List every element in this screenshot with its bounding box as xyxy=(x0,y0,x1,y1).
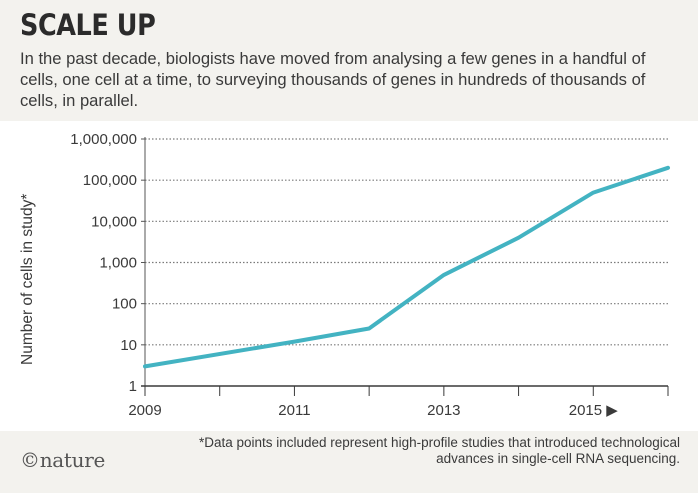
y-tick-label: 10,000 xyxy=(91,213,137,230)
y-tick-label: 100 xyxy=(112,296,137,313)
y-tick-label: 1 xyxy=(129,378,137,395)
y-tick-label: 1,000 xyxy=(99,255,137,272)
y-axis-label: Number of cells in study* xyxy=(19,193,36,365)
chart-subtitle: In the past decade, biologists have move… xyxy=(20,49,646,110)
x-tick-label: 2015 ▶ xyxy=(569,402,619,419)
plot-panel xyxy=(0,121,698,431)
nature-logo: ©nature xyxy=(20,448,106,472)
y-tick-label: 10 xyxy=(120,337,137,354)
footnote: *Data points included represent high-pro… xyxy=(198,435,680,466)
x-tick-label: 2013 xyxy=(427,402,460,419)
series-line xyxy=(143,165,670,369)
x-tick-label: 2009 xyxy=(128,402,161,419)
chart-title: SCALE UP xyxy=(20,8,156,42)
y-tick-label: 1,000,000 xyxy=(70,131,137,148)
y-tick-label: 100,000 xyxy=(83,172,137,189)
x-tick-label: 2011 xyxy=(278,402,310,419)
